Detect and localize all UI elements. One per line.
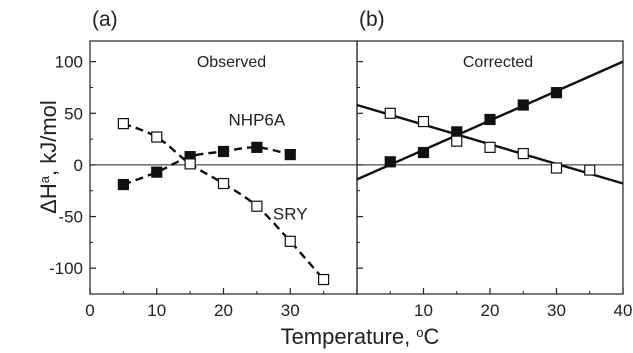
series-annotation: SRY [273, 205, 308, 224]
data-point-open [217, 177, 230, 190]
data-point-open [417, 115, 430, 128]
fit-curve [122, 146, 291, 186]
data-point-open [184, 158, 196, 170]
data-point-filled [517, 99, 529, 111]
x-tick-label: 0 [85, 301, 94, 320]
panel-a: 0 10 20 30 -100 -50 0 50 100 (a) Observed NHP6A SRY [49, 8, 358, 320]
x-tick-label: 20 [481, 301, 500, 320]
x-tick-label: 10 [414, 301, 433, 320]
data-point-open [117, 118, 129, 130]
data-point-open [251, 200, 263, 212]
series-annotation: NHP6A [229, 111, 286, 130]
data-point-open [284, 235, 296, 247]
data-point-filled [284, 148, 296, 161]
data-point-filled [550, 87, 563, 99]
panel-title: Corrected [463, 54, 533, 71]
y-tick-label: 50 [64, 104, 83, 123]
panel-b: 10 20 30 40 (b) Corrected [356, 8, 633, 320]
data-point-filled [117, 178, 129, 191]
data-point-open [451, 135, 463, 147]
y-axis-label: ΔHa, kJ/mol [36, 100, 61, 214]
x-tick-label: 10 [147, 301, 166, 320]
y-tick-label: -50 [58, 208, 83, 227]
x-axis-label: Temperature, oC [281, 324, 440, 349]
data-point-filled [417, 146, 430, 159]
panel-label: (a) [92, 8, 118, 31]
panel-label: (b) [359, 8, 385, 31]
data-point-filled [217, 145, 230, 158]
x-tick-label: 30 [547, 301, 566, 320]
data-point-open [584, 164, 596, 176]
data-point-filled [484, 113, 496, 126]
data-point-open [151, 131, 163, 143]
data-point-open [550, 162, 563, 174]
plot-frame [89, 40, 358, 295]
y-tick-label: 0 [74, 156, 83, 175]
panel-title: Observed [197, 54, 266, 71]
x-tick-label: 20 [214, 301, 233, 320]
x-tick-label: 30 [281, 301, 300, 320]
data-point-filled [251, 141, 263, 153]
data-point-open [384, 107, 396, 119]
x-tick-label: 40 [614, 301, 633, 320]
data-point-open [318, 273, 330, 286]
data-point-filled [384, 156, 396, 168]
data-point-open [484, 141, 496, 153]
y-tick-label: -100 [49, 259, 83, 278]
data-point-open [517, 147, 529, 160]
data-point-filled [151, 166, 163, 178]
y-tick-label: 100 [55, 53, 83, 72]
